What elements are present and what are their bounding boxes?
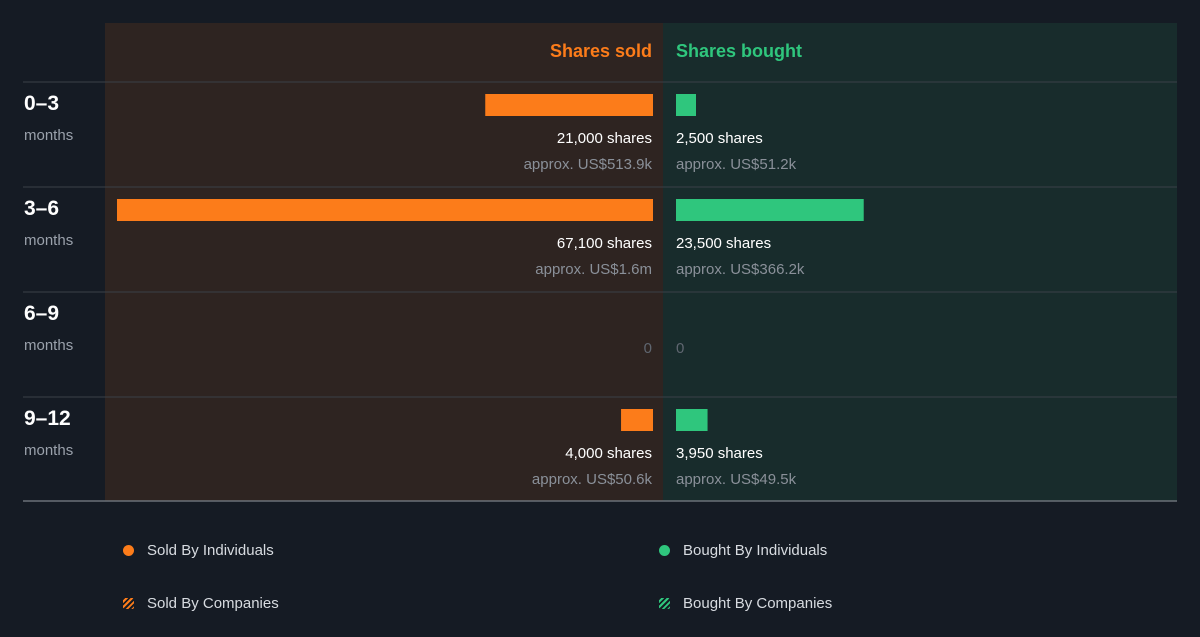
bought-value-label: approx. US$49.5k [676,471,797,488]
sold-shares-label: 67,100 shares [557,235,652,252]
period-label: 0–3 [24,92,59,115]
bought-header: Shares bought [676,41,802,61]
bought-bar [676,94,696,116]
sold-bar [621,409,653,431]
sold-shares-label: 4,000 shares [565,445,652,462]
sold-shares-label: 21,000 shares [557,130,652,147]
bought-value-label: approx. US$366.2k [676,261,805,278]
period-label: 9–12 [24,407,71,430]
period-label: 6–9 [24,302,59,325]
sold-header: Shares sold [550,41,652,61]
period-rows: 0–3 months 21,000 shares approx. US$513.9k 2… [23,81,1177,488]
sold-bar [117,199,653,221]
sold-value-label: approx. US$50.6k [532,471,653,488]
bought-bar [676,199,864,221]
sold-value-label: approx. US$1.6m [535,261,652,278]
period-unit: months [24,442,73,459]
bought-shares-label: 2,500 shares [676,130,763,147]
period-unit: months [24,337,73,354]
sold-zero-label: 0 [644,340,652,357]
bought-panel-background [663,23,1177,501]
period-unit: months [24,127,73,144]
period-unit: months [24,232,73,249]
bought-shares-label: 3,950 shares [676,445,763,462]
bought-bar [676,409,708,431]
period-label: 3–6 [24,197,59,220]
bought-zero-label: 0 [676,340,684,357]
bought-value-label: approx. US$51.2k [676,156,797,173]
sold-bar [485,94,653,116]
sold-value-label: approx. US$513.9k [524,156,653,173]
bought-shares-label: 23,500 shares [676,235,771,252]
